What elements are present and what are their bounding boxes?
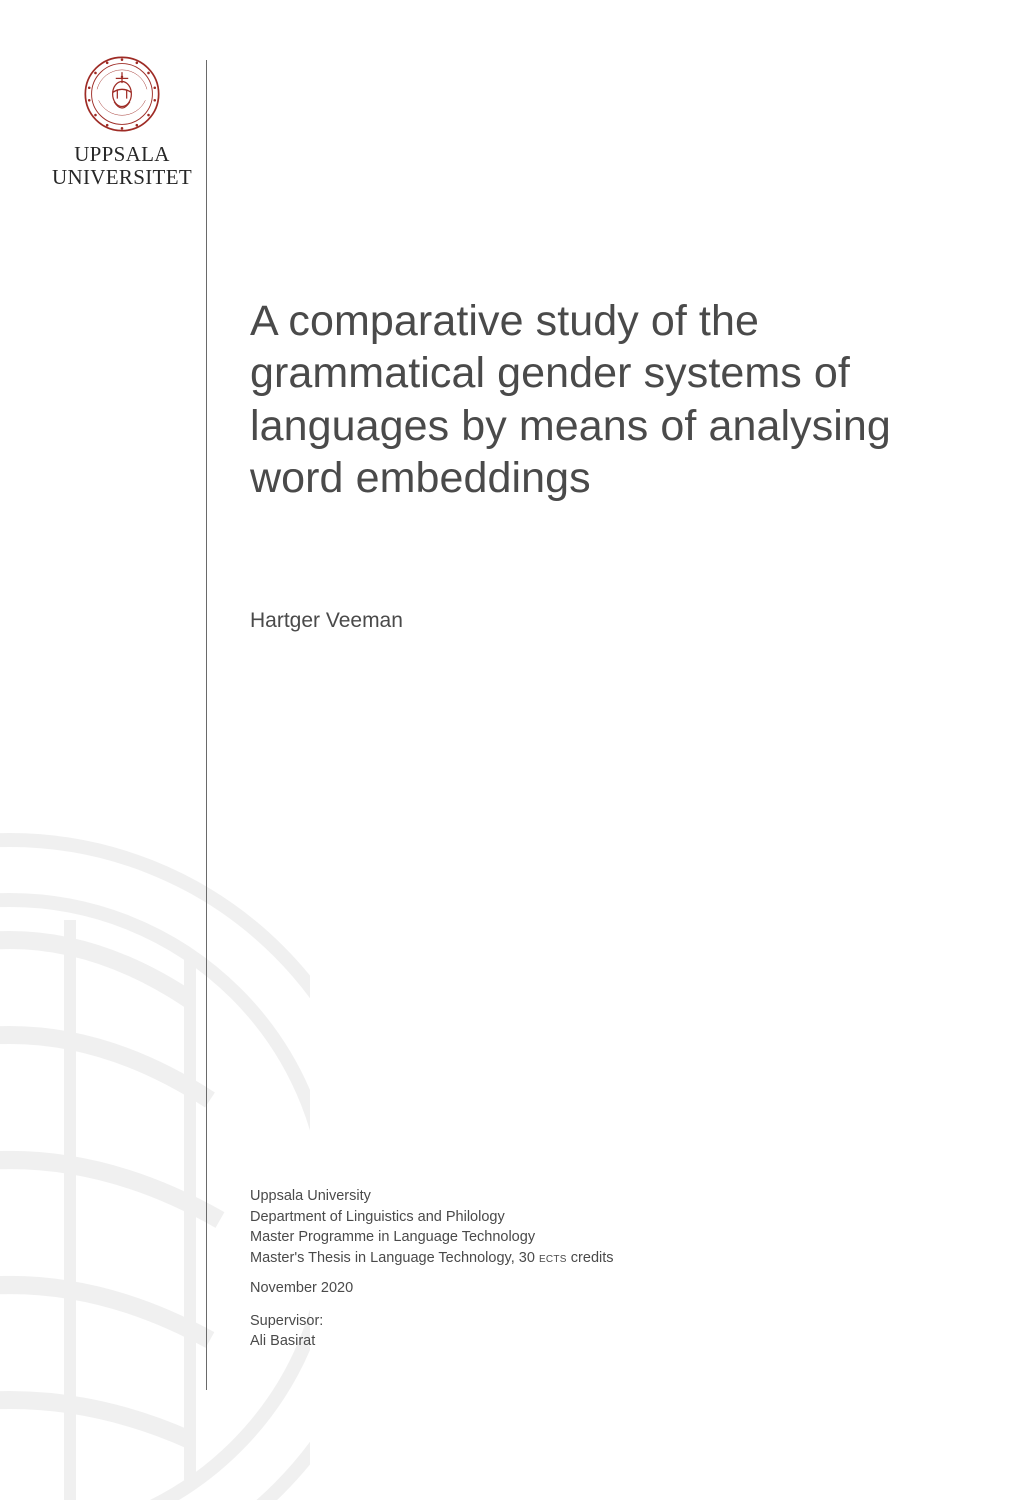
university-logo-block: UPPSALA UNIVERSITET <box>62 55 182 188</box>
vertical-rule <box>206 60 207 1390</box>
university-seal-icon <box>83 55 161 133</box>
footer-block: Uppsala University Department of Linguis… <box>250 1186 950 1362</box>
affiliation-block: Uppsala University Department of Linguis… <box>250 1186 950 1268</box>
date-line: November 2020 <box>250 1278 950 1299</box>
programme-line: Master Programme in Language Technology <box>250 1227 950 1248</box>
supervisor-label: Supervisor: <box>250 1311 950 1332</box>
thesis-line-unit: ects <box>539 1250 567 1266</box>
thesis-line-suffix: credits <box>567 1250 614 1266</box>
author-name: Hartger Veeman <box>250 609 950 633</box>
department-line: Department of Linguistics and Philology <box>250 1207 950 1228</box>
university-name-line2: UNIVERSITET <box>52 166 192 189</box>
main-content: A comparative study of the grammatical g… <box>250 295 950 633</box>
thesis-line: Master's Thesis in Language Technology, … <box>250 1248 950 1269</box>
page: UPPSALA UNIVERSITET <box>0 0 1020 1442</box>
university-name-line1: UPPSALA <box>52 143 192 166</box>
supervisor-block: Supervisor: Ali Basirat <box>250 1311 950 1352</box>
left-column: UPPSALA UNIVERSITET <box>0 0 200 1442</box>
university-name: UPPSALA UNIVERSITET <box>52 143 192 188</box>
thesis-title: A comparative study of the grammatical g… <box>250 295 950 505</box>
seal-watermark <box>0 800 310 1500</box>
university-line: Uppsala University <box>250 1186 950 1207</box>
supervisor-name: Ali Basirat <box>250 1331 950 1352</box>
thesis-line-prefix: Master's Thesis in Language Technology, … <box>250 1250 535 1266</box>
